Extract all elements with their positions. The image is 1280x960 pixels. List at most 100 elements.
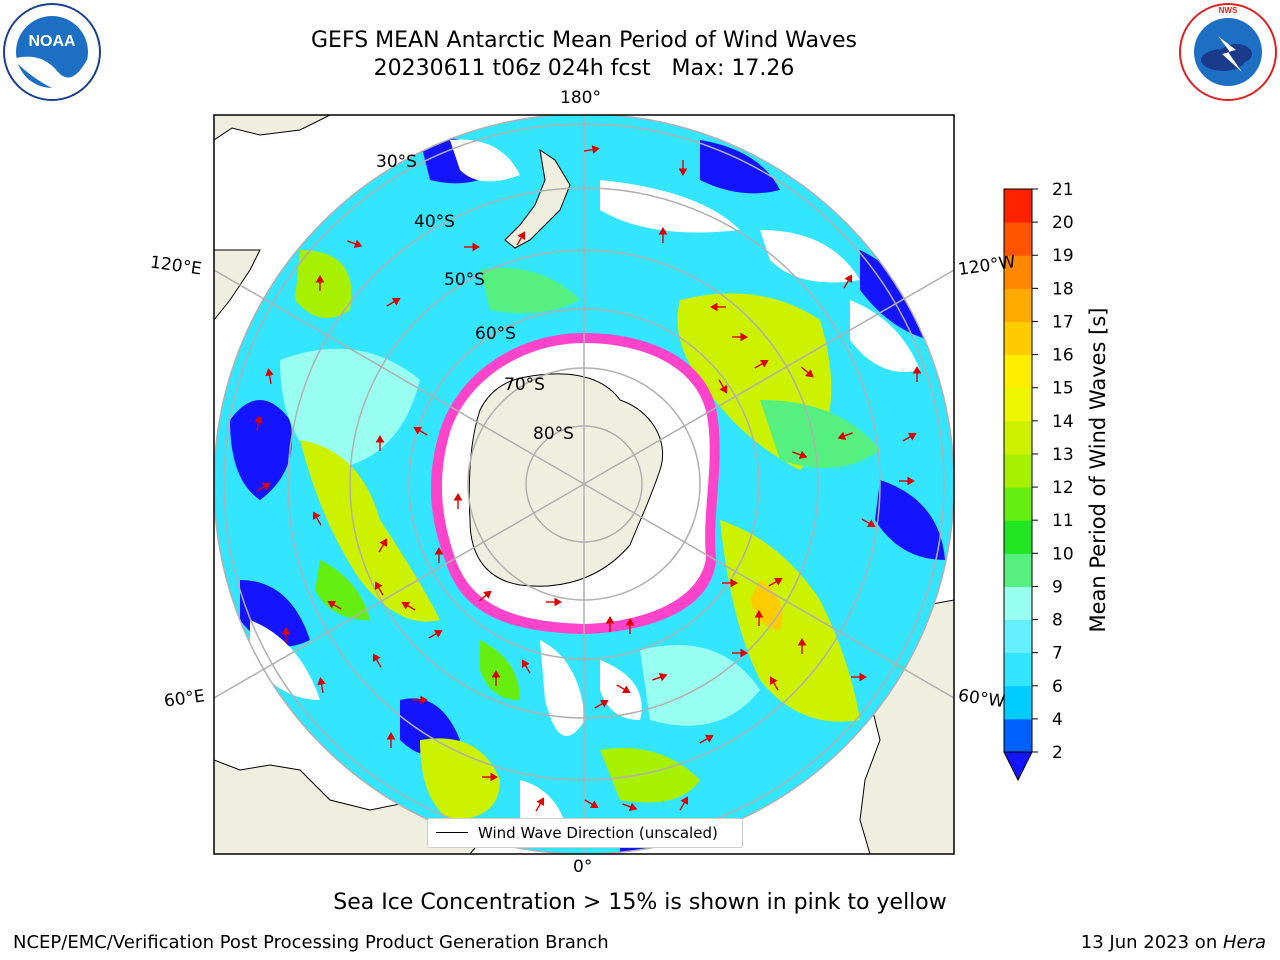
colorbar: 2 4 6 7 8 9 10 11 12 13 14 15 16 17 18 19 20 21: [1003, 180, 1074, 782]
colorbar-segment: [1004, 619, 1032, 654]
lon-label-0: 0°: [573, 857, 593, 877]
colorbar-segment: [1004, 354, 1032, 389]
map-border: [213, 114, 955, 855]
colorbar-tick-label: 8: [1052, 611, 1063, 631]
wave-direction-arrow: [378, 538, 388, 553]
lat-label-80s: 80°S: [533, 424, 574, 444]
lon-label-180: 180°: [560, 88, 601, 108]
wave-direction-arrow: [386, 297, 401, 307]
colorbar-label: Mean Period of Wind Waves [s]: [1086, 307, 1110, 633]
colorbar-tick-label: 2: [1052, 743, 1063, 763]
wave-direction-arrow: [718, 379, 728, 394]
colorbar-tick-label: 16: [1052, 346, 1074, 366]
wave-direction-arrow: [861, 518, 876, 528]
wave-direction-arrow: [594, 699, 609, 709]
colorbar-segment: [1004, 420, 1032, 455]
colorbar-segment: [1004, 586, 1032, 621]
lat-label-40s: 40°S: [414, 212, 455, 232]
wave-direction-arrow: [254, 415, 263, 432]
wave-direction-arrow: [516, 231, 526, 246]
colorbar-under-triangle: [1003, 751, 1033, 782]
wave-direction-arrow: [482, 772, 498, 782]
chart-title-line2: 20230611 t06z 024h fcst Max: 17.26: [373, 56, 795, 81]
lat-label-60s: 60°S: [475, 324, 516, 344]
colorbar-tick-label: 20: [1052, 213, 1074, 233]
wave-direction-arrow: [768, 577, 783, 587]
sea-ice-note: Sea Ice Concentration > 15% is shown in …: [333, 890, 947, 915]
colorbar-segment: [1004, 189, 1032, 223]
colorbar-tick-label: 11: [1052, 511, 1074, 531]
footer-left: NCEP/EMC/Verification Post Processing Pr…: [13, 932, 609, 953]
footer-right: 13 Jun 2023 on Hera: [1081, 932, 1266, 953]
wave-direction-arrow: [837, 431, 853, 440]
colorbar-tick-label: 4: [1052, 710, 1063, 730]
graticule: [214, 115, 954, 854]
wave-direction-arrow: [374, 581, 384, 596]
colorbar-segment: [1004, 321, 1032, 356]
antarctica: [430, 333, 720, 634]
wave-direction-arrow: [722, 578, 738, 588]
colorbar-segment: [1004, 222, 1032, 256]
wave-direction-arrow: [800, 366, 814, 378]
colorbar-tick-label: 12: [1052, 478, 1074, 498]
wave-direction-arrow: [265, 368, 274, 385]
svg-text:NWS: NWS: [1219, 6, 1238, 15]
chart-title-line1: GEFS MEAN Antarctic Mean Period of Wind …: [311, 28, 857, 53]
wave-direction-arrow: [583, 145, 600, 154]
colorbar-segment: [1004, 387, 1032, 422]
wave-direction-arrow: [769, 676, 779, 691]
wave-direction-arrow: [347, 239, 363, 248]
wave-direction-arrow: [401, 601, 416, 611]
nws-logo: NWS: [1178, 2, 1278, 102]
wave-direction-arrow: [464, 242, 480, 252]
wave-direction-arrow: [546, 597, 562, 607]
colorbar-tick-label: 21: [1052, 180, 1074, 200]
wave-direction-arrow: [413, 426, 428, 436]
wave-direction-arrow: [792, 450, 808, 459]
noaa-logo: NOAA: [2, 2, 102, 102]
wave-direction-arrow: [478, 590, 492, 602]
wave-direction-arrow: [625, 618, 635, 634]
wave-direction-arrow: [386, 732, 396, 748]
wave-direction-arrow: [710, 302, 726, 312]
wave-direction-arrow: [732, 648, 748, 658]
colorbar-segment: [1004, 652, 1032, 687]
wave-direction-arrow: [851, 672, 867, 682]
colorbar-segment: [1004, 553, 1032, 587]
wave-direction-arrow: [902, 432, 917, 442]
wave-direction-arrow: [521, 659, 531, 674]
wave-direction-arrow: [428, 629, 443, 639]
wave-direction-arrow: [754, 610, 764, 626]
colorbar-segment: [1004, 685, 1032, 720]
wave-direction-arrow: [843, 274, 853, 289]
colorbar-segment: [1004, 487, 1032, 521]
new-zealand: [504, 148, 571, 249]
colorbar-tick-label: 19: [1052, 246, 1074, 266]
wind-wave-direction-arrows: [254, 145, 922, 812]
colorbar-tick-label: 18: [1052, 279, 1074, 299]
colorbar-segment: [1004, 288, 1032, 322]
footer-date: 13 Jun 2023 on: [1080, 932, 1223, 953]
wave-direction-arrow: [616, 684, 631, 694]
colorbar-tick-label: 17: [1052, 312, 1074, 332]
footer-machine: Hera: [1222, 932, 1266, 953]
legend-label: Wind Wave Direction (unscaled): [478, 824, 718, 842]
colorbar-tick-label: 6: [1052, 677, 1063, 697]
wave-direction-arrow: [327, 600, 342, 610]
colorbar-tick-label: 14: [1052, 412, 1074, 432]
wave-direction-arrow: [412, 695, 428, 705]
wave-direction-arrow: [679, 796, 689, 811]
wave-direction-arrow: [899, 476, 915, 486]
wave-direction-arrow: [622, 802, 638, 811]
wave-direction-arrow: [584, 799, 599, 809]
wave-direction-arrow: [754, 359, 769, 369]
wave-direction-arrow: [372, 653, 382, 668]
wave-direction-arrow: [491, 670, 501, 686]
lat-label-30s: 30°S: [376, 152, 417, 172]
wave-direction-arrow: [434, 547, 444, 563]
legend-line-sample: [436, 832, 468, 833]
wave-direction-arrow: [912, 366, 922, 382]
wave-direction-arrow: [256, 482, 271, 492]
colorbar-segment: [1004, 718, 1032, 753]
wave-direction-arrow: [678, 160, 688, 176]
